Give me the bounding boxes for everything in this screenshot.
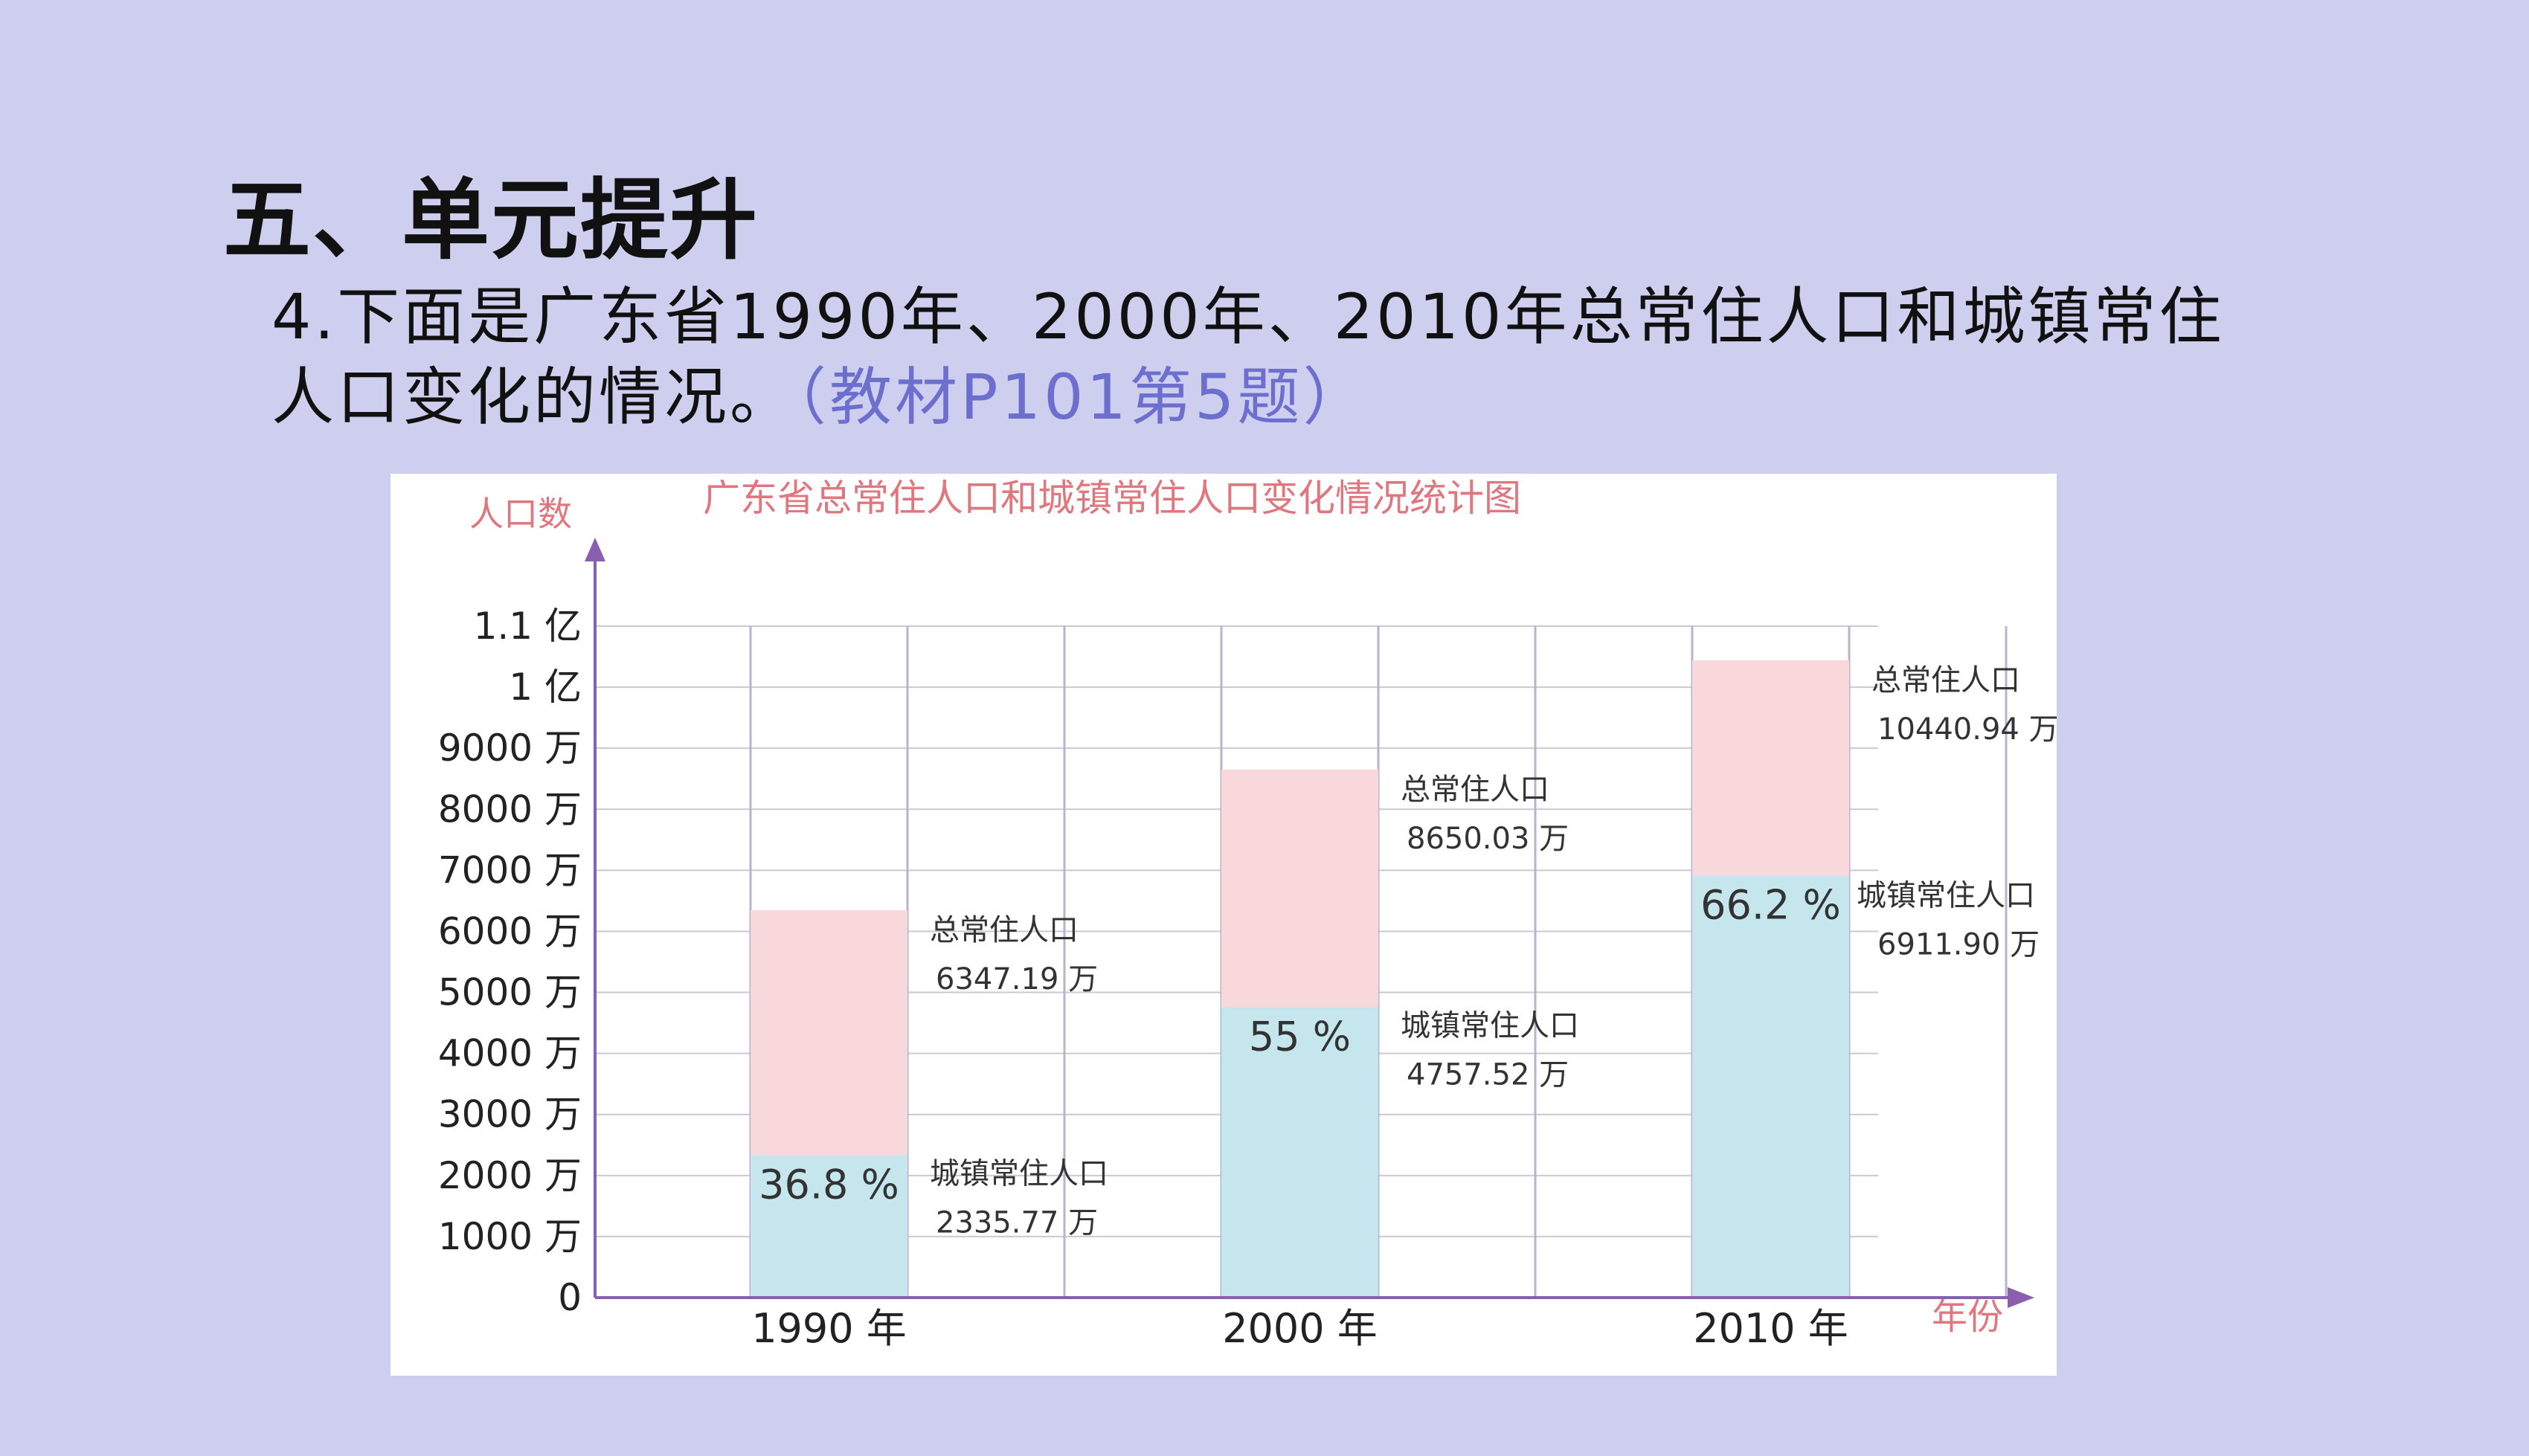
bar-total-1	[1221, 769, 1378, 1008]
chart-panel: 人口数 广东省总常住人口和城镇常住人口变化情况统计图 年份 0 1000 万 200…	[391, 474, 2057, 1376]
percent-label-2: 66.2 %	[1700, 882, 1841, 929]
bar-urban-0	[751, 1155, 907, 1298]
total-value-label-0: 6347.19 万	[936, 962, 1098, 996]
bar-urban-2	[1692, 875, 1849, 1298]
bar-urban-1	[1221, 1007, 1378, 1298]
percent-label-0: 36.8 %	[759, 1161, 899, 1208]
total-value-label-2: 10440.94 万	[1877, 712, 2057, 747]
bar-total-2	[1692, 660, 1849, 876]
population-chart: 人口数 广东省总常住人口和城镇常住人口变化情况统计图 年份 0 1000 万 200…	[438, 477, 2057, 1352]
total-value-label-1: 8650.03 万	[1407, 822, 1569, 856]
question-line-2: 人口变化的情况。（教材P101第5题）	[271, 357, 2354, 437]
urban-value-label-2: 6911.90 万	[1877, 928, 2040, 962]
urban-value-label-1: 4757.52 万	[1407, 1057, 1569, 1092]
urban-series-label-0: 城镇常住人口	[930, 1156, 1108, 1191]
urban-series-label-2: 城镇常住人口	[1857, 879, 2035, 913]
y-axis-arrow	[585, 538, 605, 561]
y-axis-title: 人口数	[469, 494, 572, 534]
y-tick-label-5: 5000 万	[438, 971, 582, 1014]
question-line-1: 4.下面是广东省1990年、2000年、2010年总常住人口和城镇常住	[271, 280, 2225, 353]
x-axis-arrow	[2008, 1287, 2034, 1308]
percent-label-1: 55 %	[1249, 1013, 1351, 1060]
section-title: 五、单元提升	[223, 169, 759, 271]
y-tick-label-8: 8000 万	[438, 787, 582, 831]
urban-series-label-1: 城镇常住人口	[1401, 1008, 1579, 1043]
y-tick-label-1: 1000 万	[438, 1215, 582, 1258]
x-tick-label-0: 1990 年	[751, 1305, 907, 1352]
total-series-label-0: 总常住人口	[930, 913, 1079, 947]
total-series-label-2: 总常住人口	[1871, 663, 2020, 698]
x-tick-label-1: 2000 年	[1222, 1305, 1378, 1352]
total-series-label-1: 总常住人口	[1401, 773, 1549, 807]
chart-title: 广东省总常住人口和城镇常住人口变化情况统计图	[703, 477, 1521, 520]
y-tick-label-2: 2000 万	[438, 1154, 582, 1197]
urban-value-label-0: 2335.77 万	[936, 1205, 1098, 1240]
y-tick-label-0: 0	[558, 1276, 582, 1319]
y-tick-label-6: 6000 万	[438, 909, 582, 953]
y-tick-label-10: 1 亿	[509, 666, 582, 709]
y-tick-label-7: 7000 万	[438, 848, 582, 892]
textbook-reference: （教材P101第5题）	[795, 361, 1369, 434]
y-tick-label-9: 9000 万	[438, 727, 582, 770]
y-tick-label-11: 1.1 亿	[474, 605, 582, 648]
y-tick-label-3: 3000 万	[438, 1093, 582, 1136]
y-tick-label-4: 4000 万	[438, 1032, 582, 1075]
bar-total-0	[751, 909, 907, 1156]
question-line-2-text: 人口变化的情况。	[271, 361, 796, 434]
x-tick-label-2: 2010 年	[1693, 1305, 1848, 1352]
question-text: 4.下面是广东省1990年、2000年、2010年总常住人口和城镇常住 人口变化…	[271, 277, 2354, 437]
x-axis-title: 年份	[1932, 1296, 2003, 1338]
